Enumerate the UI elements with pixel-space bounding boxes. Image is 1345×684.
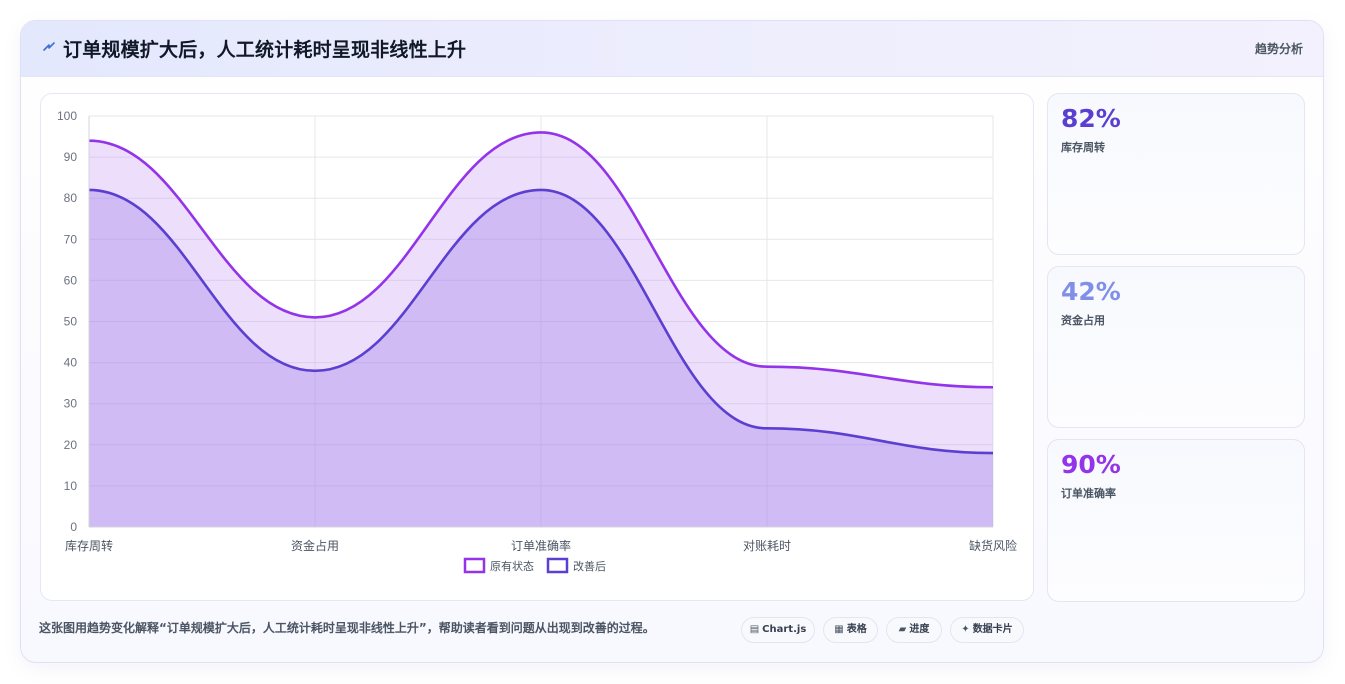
chip-label: 数据卡片 (972, 624, 1013, 635)
legend-label: 改善后 (573, 559, 606, 573)
x-tick-label: 资金占用 (291, 538, 339, 553)
series-line (88, 188, 994, 455)
sparkle-icon: ✦ (961, 624, 970, 635)
kpi-label: 订单准确率 (1061, 487, 1116, 500)
kpi-card-inventory: 82% 库存周转 (1047, 93, 1305, 255)
chip-table[interactable]: ▦ 表格 (823, 617, 878, 643)
chart-card: 订单规模扩大后，人工统计耗时呈现非线性上升 趋势分析 0 10 20 30 40 50 60… (20, 20, 1324, 663)
chart-panel: 0 10 20 30 40 50 60 70 80 90 100 库存周转 资金占用 订单准确率 对账耗时 缺… (40, 93, 1034, 601)
kpi-card-accuracy: 90% 订单准确率 (1047, 439, 1305, 602)
y-tick-label: 30 (64, 397, 78, 411)
x-tick-label: 对账耗时 (743, 539, 791, 553)
y-tick-label: 100 (57, 109, 77, 123)
legend-swatch (463, 557, 486, 574)
area-chart: 0 10 20 30 40 50 60 70 80 90 100 库存周转 资金占用 订单准确率 对账耗时 缺… (57, 109, 1017, 574)
y-tick-label: 40 (64, 356, 78, 370)
trend-analysis-tag[interactable]: 趋势分析 (1254, 42, 1303, 56)
chip-progress[interactable]: ▰ 进度 (886, 617, 942, 643)
x-tick-label: 订单准确率 (511, 538, 571, 553)
chip-label: Chart.js (762, 624, 807, 635)
chip-label: 表格 (846, 624, 867, 635)
y-tick-label: 50 (64, 315, 78, 329)
chart-icon: ▤ (749, 624, 760, 635)
y-tick-label: 20 (64, 438, 78, 452)
table-icon: ▦ (834, 624, 844, 635)
kpi-value: 42% (1061, 277, 1121, 306)
series-line (88, 131, 994, 389)
progress-icon: ▰ (898, 624, 907, 635)
chart-description: 这张图用趋势变化解释“订单规模扩大后，人工统计耗时呈现非线性上升”，帮助读者看到… (39, 621, 655, 635)
kpi-label: 资金占用 (1061, 314, 1105, 327)
y-tick-label: 0 (70, 520, 77, 534)
y-tick-label: 70 (64, 232, 78, 246)
chip-chartjs[interactable]: ▤ Chart.js (741, 617, 815, 643)
series-area (89, 189, 993, 527)
y-tick-label: 10 (64, 479, 78, 493)
y-tick-label: 80 (64, 191, 78, 205)
legend-label: 原有状态 (490, 559, 534, 573)
kpi-card-capital: 42% 资金占用 (1047, 266, 1305, 428)
x-tick-label: 库存周转 (65, 538, 113, 553)
chip-data-card[interactable]: ✦ 数据卡片 (950, 617, 1024, 643)
kpi-label: 库存周转 (1061, 141, 1105, 154)
legend-swatch (546, 557, 569, 574)
kpi-value: 90% (1061, 450, 1121, 479)
y-tick-label: 60 (64, 273, 78, 287)
lightning-icon (43, 42, 55, 51)
y-tick-label: 90 (64, 150, 78, 164)
page-title: 订单规模扩大后，人工统计耗时呈现非线性上升 (63, 39, 467, 61)
x-tick-label: 缺货风险 (969, 538, 1017, 553)
card-header: 订单规模扩大后，人工统计耗时呈现非线性上升 趋势分析 (21, 21, 1323, 77)
kpi-value: 82% (1061, 104, 1121, 133)
chip-label: 进度 (909, 624, 930, 635)
